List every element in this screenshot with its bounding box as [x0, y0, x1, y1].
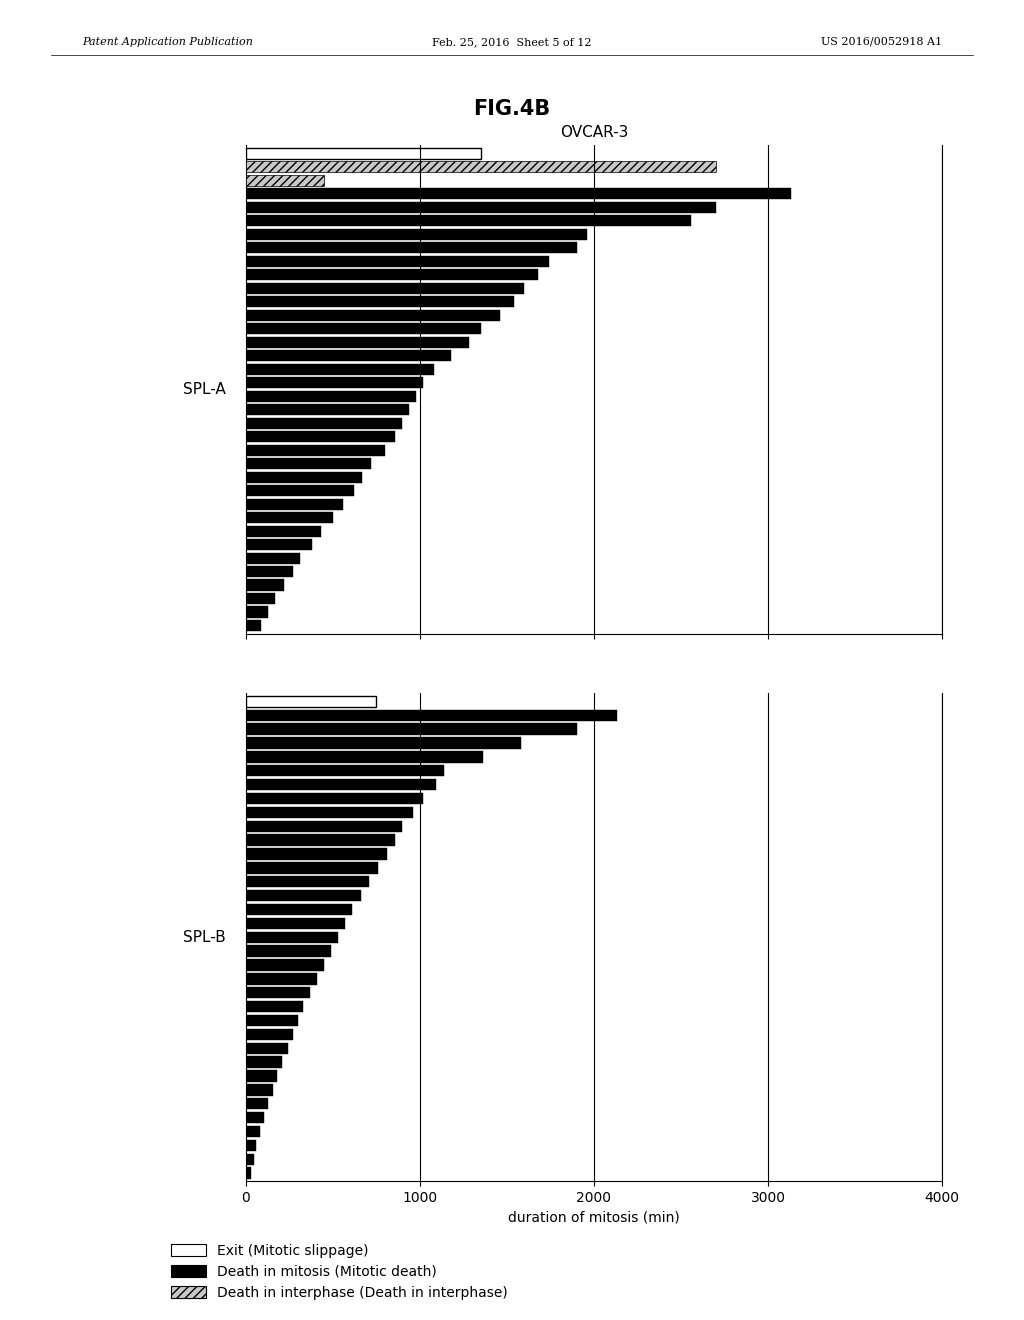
- Bar: [246, 751, 482, 763]
- Bar: [246, 525, 321, 537]
- Bar: [246, 323, 481, 334]
- Bar: [246, 849, 387, 859]
- Bar: [246, 539, 312, 550]
- Bar: [246, 779, 435, 791]
- Bar: [246, 793, 423, 804]
- Text: US 2016/0052918 A1: US 2016/0052918 A1: [821, 37, 942, 48]
- Bar: [246, 932, 338, 942]
- Bar: [246, 945, 331, 957]
- Bar: [246, 606, 268, 618]
- Bar: [246, 862, 378, 874]
- Bar: [246, 696, 377, 708]
- Bar: [246, 256, 549, 267]
- Bar: [246, 445, 385, 455]
- Bar: [246, 1071, 278, 1081]
- Bar: [246, 282, 524, 294]
- Bar: [246, 553, 300, 564]
- Bar: [246, 471, 362, 483]
- Bar: [246, 987, 310, 998]
- Bar: [246, 1043, 288, 1053]
- Text: SPL-B: SPL-B: [182, 929, 225, 945]
- Bar: [246, 917, 345, 929]
- Bar: [246, 337, 469, 347]
- Bar: [246, 620, 261, 631]
- Bar: [246, 228, 587, 240]
- Bar: [246, 310, 500, 321]
- Bar: [246, 807, 413, 818]
- Bar: [246, 417, 402, 429]
- Bar: [246, 579, 284, 590]
- Bar: [246, 269, 539, 280]
- Bar: [246, 1084, 272, 1096]
- Text: FIG.4B: FIG.4B: [473, 99, 551, 119]
- Bar: [246, 821, 402, 832]
- Bar: [246, 215, 691, 226]
- Bar: [246, 904, 352, 915]
- Bar: [246, 391, 417, 401]
- Bar: [246, 1098, 268, 1109]
- Bar: [246, 148, 481, 158]
- Bar: [246, 458, 371, 469]
- Bar: [246, 1126, 260, 1137]
- Bar: [246, 350, 452, 362]
- Bar: [246, 834, 395, 846]
- Bar: [246, 723, 577, 735]
- Bar: [246, 960, 324, 970]
- Bar: [246, 1167, 251, 1179]
- Bar: [246, 738, 521, 748]
- Bar: [246, 378, 423, 388]
- Bar: [246, 189, 791, 199]
- X-axis label: duration of mitosis (min): duration of mitosis (min): [508, 1210, 680, 1225]
- Bar: [246, 363, 434, 375]
- Text: Feb. 25, 2016  Sheet 5 of 12: Feb. 25, 2016 Sheet 5 of 12: [432, 37, 592, 48]
- Bar: [246, 766, 444, 776]
- Text: Patent Application Publication: Patent Application Publication: [82, 37, 253, 48]
- Bar: [246, 1154, 254, 1164]
- Bar: [246, 1056, 283, 1068]
- Title: OVCAR-3: OVCAR-3: [560, 125, 628, 140]
- Bar: [246, 432, 395, 442]
- Bar: [246, 1015, 298, 1026]
- Bar: [246, 404, 410, 416]
- Text: SPL-A: SPL-A: [182, 381, 225, 397]
- Bar: [246, 161, 716, 173]
- Bar: [246, 1001, 303, 1012]
- Bar: [246, 593, 275, 605]
- Bar: [246, 174, 324, 186]
- Bar: [246, 296, 514, 308]
- Bar: [246, 1111, 264, 1123]
- Bar: [246, 710, 616, 721]
- Bar: [246, 484, 353, 496]
- Bar: [246, 242, 577, 253]
- Bar: [246, 512, 333, 523]
- Bar: [246, 890, 360, 902]
- Legend: Exit (Mitotic slippage), Death in mitosis (Mitotic death), Death in interphase (: Exit (Mitotic slippage), Death in mitosi…: [171, 1243, 507, 1300]
- Bar: [246, 566, 293, 577]
- Bar: [246, 973, 317, 985]
- Bar: [246, 202, 716, 213]
- Bar: [246, 876, 370, 887]
- Bar: [246, 1028, 293, 1040]
- Bar: [246, 499, 343, 510]
- Bar: [246, 1139, 256, 1151]
